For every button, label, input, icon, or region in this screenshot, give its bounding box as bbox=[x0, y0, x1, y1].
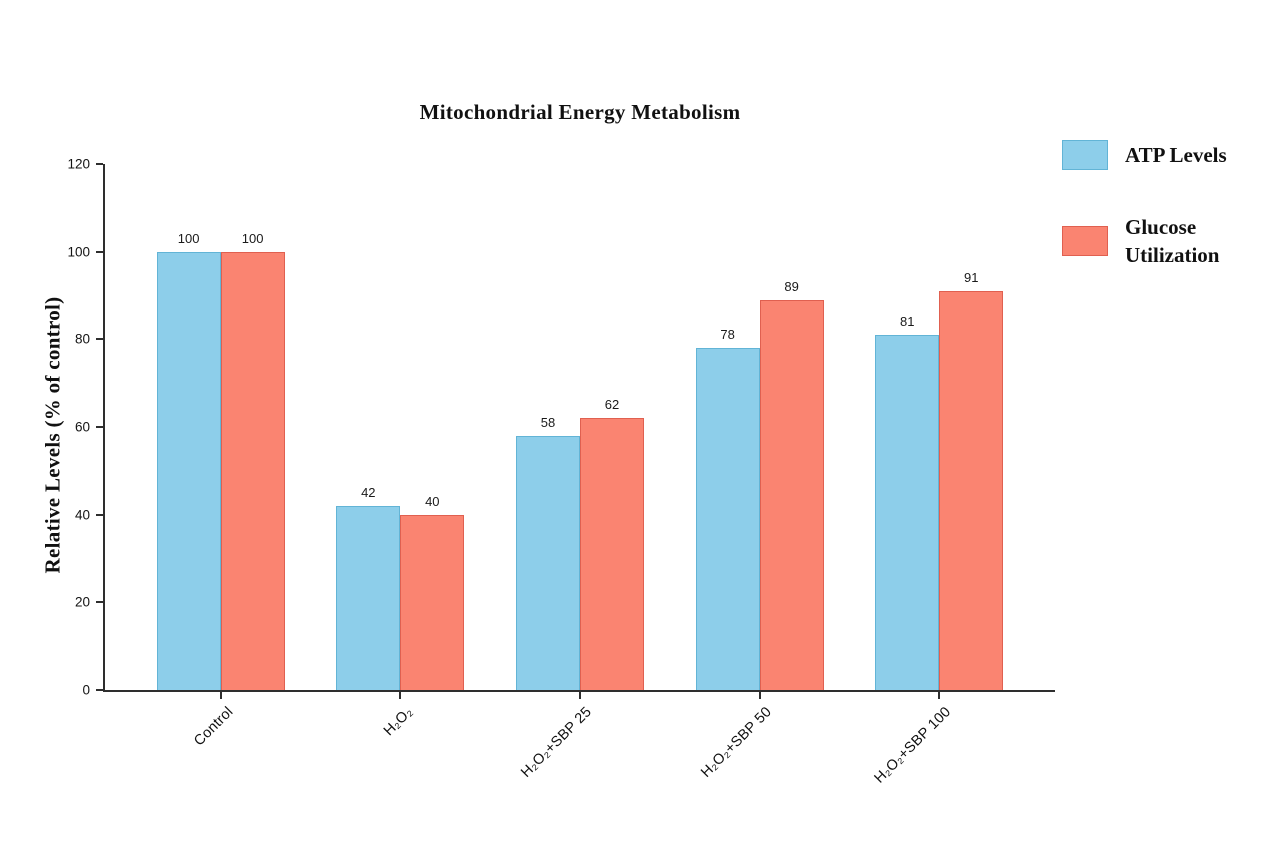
y-tick-mark bbox=[96, 689, 103, 691]
bar-glucose: 40 bbox=[400, 494, 465, 690]
x-tick-label: H₂O₂+SBP 50 bbox=[698, 704, 775, 781]
x-tick-mark bbox=[938, 692, 941, 699]
y-tick-label: 20 bbox=[74, 594, 90, 610]
y-tick-label: 100 bbox=[67, 244, 90, 260]
x-tick-mark bbox=[578, 692, 581, 699]
legend-entry-glucose: Glucose Utilization bbox=[1062, 213, 1253, 270]
bar-value-label: 81 bbox=[900, 313, 915, 329]
bar-group: 100 100 Control bbox=[156, 164, 285, 749]
y-tick-label: 120 bbox=[67, 156, 90, 172]
bar-value-label: 100 bbox=[241, 230, 264, 246]
bar-atp: 81 bbox=[875, 314, 940, 690]
y-tick-mark bbox=[96, 163, 103, 165]
bar-atp: 100 bbox=[156, 231, 221, 690]
y-tick-mark bbox=[96, 250, 103, 253]
y-axis-title: Relative Levels (% of control) bbox=[40, 296, 65, 574]
plot-area: 100 100 Control 42 40 H₂O₂ 58 62 H₂O₂+SBP 25 78 89… bbox=[67, 157, 1055, 787]
y-tick-label: 60 bbox=[74, 419, 90, 435]
legend-swatch-glucose bbox=[1062, 226, 1108, 257]
x-axis-line bbox=[103, 690, 1055, 692]
x-tick-mark bbox=[399, 692, 402, 699]
bar-glucose: 89 bbox=[759, 279, 824, 690]
legend-label-atp: ATP Levels bbox=[1125, 142, 1227, 167]
x-tick-label: Control bbox=[190, 704, 236, 750]
y-tick-mark bbox=[96, 426, 103, 428]
y-tick-mark bbox=[96, 338, 103, 341]
bar-value-label: 89 bbox=[784, 278, 799, 294]
x-tick-mark bbox=[219, 692, 222, 699]
bar-value-label: 78 bbox=[720, 327, 735, 343]
x-tick-label: H₂O₂ bbox=[380, 704, 416, 740]
bar-group: 58 62 H₂O₂+SBP 25 bbox=[515, 164, 644, 781]
bar-value-label: 62 bbox=[604, 397, 620, 413]
y-tick-label: 40 bbox=[74, 507, 90, 523]
x-tick-label: H₂O₂+SBP 25 bbox=[518, 704, 596, 781]
y-tick-mark bbox=[96, 513, 103, 516]
y-axis-line bbox=[103, 164, 105, 692]
bar-group: 42 40 H₂O₂ bbox=[336, 164, 465, 739]
bar-value-label: 42 bbox=[361, 484, 376, 500]
legend: ATP Levels Glucose Utilization bbox=[1062, 140, 1253, 270]
legend-label-glucose: Glucose Utilization bbox=[1125, 215, 1220, 268]
bar-atp: 58 bbox=[515, 415, 580, 690]
bar-group: 78 89 H₂O₂+SBP 50 bbox=[695, 164, 824, 781]
y-tick-mark bbox=[96, 601, 103, 604]
bar-glucose: 91 bbox=[939, 270, 1004, 690]
legend-swatch-atp bbox=[1062, 140, 1108, 170]
bar-atp: 78 bbox=[695, 327, 760, 690]
bar-glucose: 100 bbox=[220, 231, 285, 690]
y-tick-label: 80 bbox=[74, 331, 90, 347]
bar-value-label: 100 bbox=[177, 230, 200, 246]
x-tick-mark bbox=[758, 692, 761, 699]
legend-entry-atp: ATP Levels bbox=[1062, 140, 1253, 170]
bar-group: 81 91 H₂O₂+SBP 100 bbox=[872, 164, 1004, 787]
chart-title: Mitochondrial Energy Metabolism bbox=[419, 100, 741, 124]
x-tick-label: H₂O₂+SBP 100 bbox=[871, 704, 955, 787]
bar-glucose: 62 bbox=[579, 397, 644, 690]
bar-value-label: 40 bbox=[425, 493, 440, 509]
bar-atp: 42 bbox=[336, 485, 401, 690]
bar-value-label: 58 bbox=[540, 414, 556, 430]
y-tick-label: 0 bbox=[82, 682, 90, 698]
bar-value-label: 91 bbox=[964, 270, 979, 286]
bar-groups: 100 100 Control 42 40 H₂O₂ 58 62 H₂O₂+SBP 25 78 89… bbox=[105, 164, 1055, 787]
